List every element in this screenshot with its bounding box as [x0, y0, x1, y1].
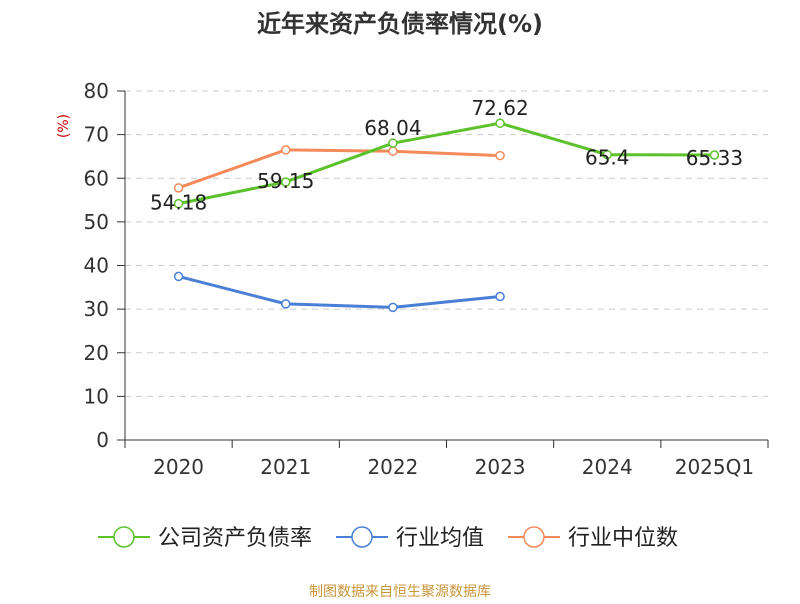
series-line-0: [178, 121, 715, 206]
series-point-0: [281, 177, 291, 187]
series-point-1: [173, 271, 184, 282]
series-point-1: [281, 299, 291, 309]
y-tick-label: 80: [84, 79, 109, 103]
series-line-2: [178, 148, 501, 190]
y-tick-label: 0: [96, 428, 109, 452]
legend-item: 公司资产负债率: [98, 526, 312, 551]
legend-marker: [523, 526, 545, 548]
data-label-layer: 54.18 59.15 68.04 72.62 65.4 65.33: [150, 96, 743, 214]
data-label: 65.4: [585, 146, 630, 170]
x-tick-label: 2021: [260, 455, 311, 479]
series-point-2: [388, 146, 398, 156]
data-label: 54.18: [150, 191, 207, 215]
series-point-2: [281, 145, 291, 155]
legend-item: 行业均值: [336, 526, 484, 551]
series-point-0: [388, 138, 398, 148]
legend: 公司资产负债率 行业均值 行业中位数: [98, 526, 678, 551]
x-tick-label: 2024: [582, 455, 633, 479]
x-tick-label: 2022: [367, 455, 418, 479]
data-label: 59.15: [257, 169, 314, 193]
data-label: 65.33: [686, 146, 743, 170]
y-tick-label: 50: [84, 210, 109, 234]
y-tick-label: 60: [84, 166, 109, 190]
series-point-2: [495, 150, 505, 161]
y-axis-label: (%): [56, 114, 72, 138]
axis-layer: 0 10 20 30 40 50 60 70 80 2020 2021 2022 2023 2024 202…: [84, 79, 769, 479]
grid-layer: [125, 90, 768, 397]
y-tick-label: 20: [84, 341, 109, 365]
x-tick-label: 2025Q1: [675, 455, 754, 479]
series-line-1: [178, 274, 501, 309]
x-tick-label: 2020: [153, 455, 204, 479]
y-tick-label: 70: [84, 123, 109, 147]
series-point-0: [173, 198, 184, 209]
legend-item: 行业中位数: [508, 526, 678, 551]
series-point-2: [173, 183, 184, 193]
series-layer: [173, 118, 720, 313]
legend-marker: [351, 526, 373, 548]
chart-title: 近年来资产负债率情况(%): [257, 10, 543, 38]
series-point-1: [388, 302, 398, 313]
legend-label: 公司资产负债率: [158, 526, 312, 551]
x-tick-label: 2023: [475, 455, 526, 479]
legend-marker: [113, 526, 135, 548]
y-tick-label: 10: [84, 384, 109, 408]
series-point-0: [709, 150, 720, 160]
legend-label: 行业均值: [396, 526, 484, 551]
series-point-0: [495, 118, 505, 128]
y-tick-label: 30: [84, 297, 109, 321]
data-label: 68.04: [364, 116, 421, 140]
series-point-0: [602, 149, 612, 160]
y-tick-label: 40: [84, 254, 109, 278]
data-label: 72.62: [471, 96, 528, 120]
source-note: 制图数据来自恒生聚源数据库: [309, 584, 491, 600]
series-point-1: [495, 291, 505, 302]
legend-label: 行业中位数: [568, 526, 678, 551]
